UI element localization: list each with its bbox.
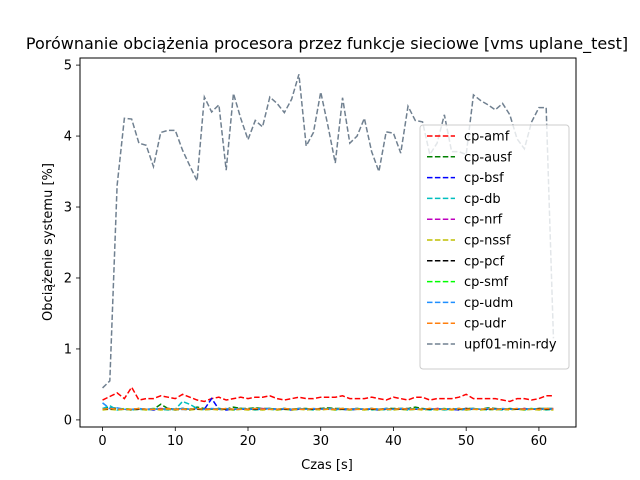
y-axis: 0 1 2 3 4 5 xyxy=(64,59,80,428)
y-axis-label: Obciążenie systemu [%] xyxy=(41,163,56,321)
series-line-cp-amf xyxy=(102,385,554,403)
x-axis: 0 10 20 30 40 50 60 xyxy=(98,427,547,449)
x-tick-label: 30 xyxy=(312,434,329,449)
y-tick-label: 2 xyxy=(64,271,72,286)
x-tick-label: 50 xyxy=(458,434,475,449)
x-tick-label: 0 xyxy=(98,434,106,449)
legend-label: cp-amf xyxy=(464,130,510,145)
chart-title: Porównanie obciążenia procesora przez fu… xyxy=(26,34,628,54)
y-tick-label: 1 xyxy=(64,342,72,357)
legend-label: cp-ausf xyxy=(464,150,512,165)
y-tick-label: 4 xyxy=(64,130,72,145)
legend-label: cp-pcf xyxy=(464,254,504,269)
plot-frame xyxy=(79,57,577,428)
x-tick-label: 40 xyxy=(385,434,402,449)
legend-label: cp-nssf xyxy=(464,234,511,249)
legend-label: cp-udm xyxy=(464,296,513,311)
y-tick-label: 3 xyxy=(64,201,72,216)
legend-label: cp-nrf xyxy=(464,213,503,228)
legend-label: cp-db xyxy=(464,192,501,207)
x-axis-label: Czas [s] xyxy=(301,458,353,473)
legend-label: upf01-min-rdy xyxy=(464,338,557,353)
legend-label: cp-bsf xyxy=(464,171,504,186)
series-line-upf01-min-rdy xyxy=(102,74,555,389)
x-tick-label: 20 xyxy=(240,434,257,449)
legend-label: cp-udr xyxy=(464,317,507,332)
legend-label: cp-smf xyxy=(464,275,509,290)
plot-area xyxy=(102,74,555,411)
legend-box xyxy=(419,124,570,370)
y-tick-label: 5 xyxy=(64,59,72,74)
series-line-cp-udr xyxy=(102,407,554,411)
legend: cp-amf cp-ausf cp-bsf cp-db cp-nrf cp-nssf cp-… xyxy=(419,124,570,370)
x-tick-label: 60 xyxy=(531,434,548,449)
x-tick-label: 10 xyxy=(167,434,184,449)
y-tick-label: 0 xyxy=(64,413,72,428)
